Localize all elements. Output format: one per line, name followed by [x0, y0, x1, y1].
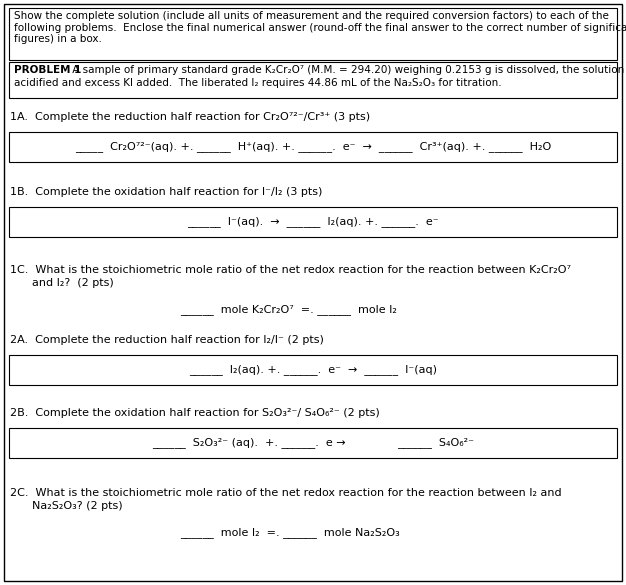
Bar	[9, 428, 617, 458]
Bar	[9, 132, 617, 162]
Text: 1B.  Complete the oxidation half reaction for I⁻/I₂ (3 pts): 1B. Complete the oxidation half reaction…	[10, 187, 322, 197]
Text: ______  I₂(aq). +. ______.  e⁻  →  ______  I⁻(aq): ______ I₂(aq). +. ______. e⁻ → ______ I⁻…	[189, 364, 437, 376]
Text: 1A.  Complete the reduction half reaction for Cr₂O⁷²⁻/Cr³⁺ (3 pts): 1A. Complete the reduction half reaction…	[10, 112, 370, 122]
Text: A sample of primary standard grade K₂Cr₂O⁷ (M.M. = 294.20) weighing 0.2153 g is : A sample of primary standard grade K₂Cr₂…	[69, 65, 624, 75]
Text: _____  Cr₂O⁷²⁻(aq). +. ______  H⁺(aq). +. ______.  e⁻  →  ______  Cr³⁺(aq). +. _: _____ Cr₂O⁷²⁻(aq). +. ______ H⁺(aq). +. …	[75, 142, 551, 153]
Bar	[9, 207, 617, 237]
Text: 2A.  Complete the reduction half reaction for I₂/I⁻ (2 pts): 2A. Complete the reduction half reaction…	[10, 335, 324, 345]
Text: ______  mole I₂  =. ______  mole Na₂S₂O₃: ______ mole I₂ =. ______ mole Na₂S₂O₃	[180, 527, 400, 538]
Text: 2B.  Complete the oxidation half reaction for S₂O₃²⁻/ S₄O₆²⁻ (2 pts): 2B. Complete the oxidation half reaction…	[10, 408, 380, 418]
Text: ______  S₂O₃²⁻ (aq).  +. ______.  e →               ______  S₄O₆²⁻: ______ S₂O₃²⁻ (aq). +. ______. e → _____…	[152, 438, 474, 449]
Text: Na₂S₂O₃? (2 pts): Na₂S₂O₃? (2 pts)	[32, 501, 123, 511]
Text: Show the complete solution (include all units of measurement and the required co: Show the complete solution (include all …	[14, 11, 626, 44]
Text: acidified and excess KI added.  The liberated I₂ requires 44.86 mL of the Na₂S₂O: acidified and excess KI added. The liber…	[14, 78, 501, 88]
Text: and I₂?  (2 pts): and I₂? (2 pts)	[32, 278, 114, 288]
Text: 1C.  What is the stoichiometric mole ratio of the net redox reaction for the rea: 1C. What is the stoichiometric mole rati…	[10, 265, 571, 275]
Bar	[9, 8, 617, 60]
Text: ______  mole K₂Cr₂O⁷  =. ______  mole I₂: ______ mole K₂Cr₂O⁷ =. ______ mole I₂	[180, 304, 397, 315]
Text: 2C.  What is the stoichiometric mole ratio of the net redox reaction for the rea: 2C. What is the stoichiometric mole rati…	[10, 488, 562, 498]
Text: PROBLEM 1: PROBLEM 1	[14, 65, 81, 75]
Bar	[9, 355, 617, 385]
Bar	[9, 62, 617, 98]
Text: ______  I⁻(aq).  →  ______  I₂(aq). +. ______.  e⁻: ______ I⁻(aq). → ______ I₂(aq). +. _____…	[187, 216, 439, 228]
